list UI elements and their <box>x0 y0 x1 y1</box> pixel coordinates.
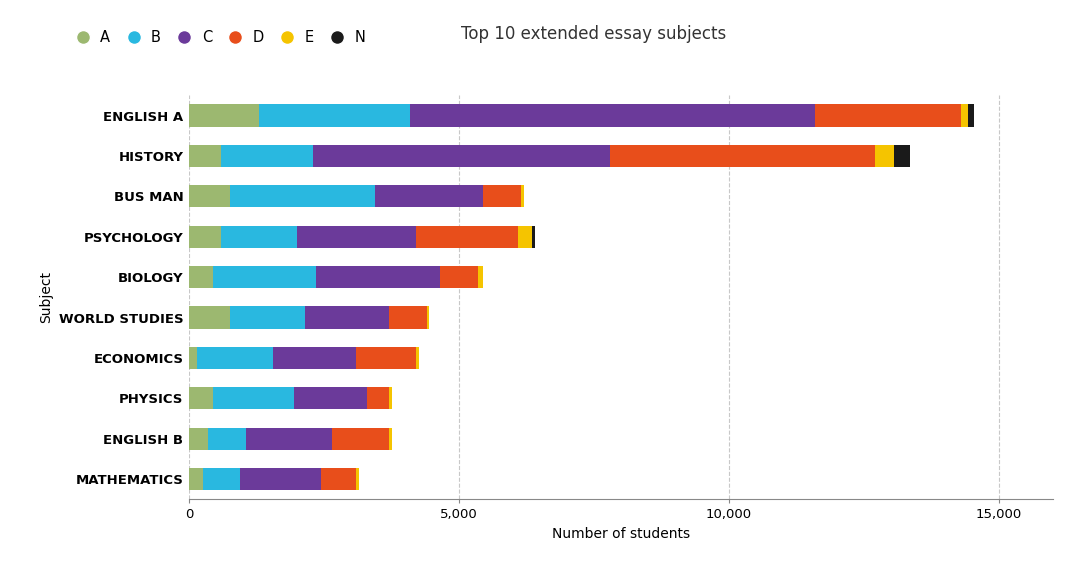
Bar <box>221 226 297 248</box>
Bar <box>815 104 961 127</box>
Bar <box>189 427 207 450</box>
Bar <box>518 226 531 248</box>
Bar <box>376 185 484 208</box>
Bar <box>322 468 356 490</box>
X-axis label: Number of students: Number of students <box>552 527 690 541</box>
Bar <box>203 468 241 490</box>
Bar <box>297 226 416 248</box>
Bar <box>221 145 313 167</box>
Y-axis label: Subject: Subject <box>39 272 53 323</box>
Bar <box>333 427 389 450</box>
Bar <box>441 266 478 288</box>
Bar <box>229 185 376 208</box>
Text: Top 10 extended essay subjects: Top 10 extended essay subjects <box>461 25 727 43</box>
Legend: A, B, C, D, E, N: A, B, C, D, E, N <box>63 24 372 50</box>
Bar <box>189 468 203 490</box>
Bar <box>968 104 974 127</box>
Bar <box>875 145 894 167</box>
Bar <box>189 387 214 410</box>
Bar <box>522 185 524 208</box>
Bar <box>306 306 389 329</box>
Bar <box>416 347 419 369</box>
Bar <box>367 387 389 410</box>
Bar <box>410 104 815 127</box>
Bar <box>894 145 910 167</box>
Bar <box>315 266 441 288</box>
Bar <box>313 145 610 167</box>
Bar <box>246 427 333 450</box>
Bar <box>427 306 430 329</box>
Bar <box>356 347 416 369</box>
Bar <box>189 306 229 329</box>
Bar <box>484 185 522 208</box>
Bar <box>197 347 272 369</box>
Bar <box>189 347 197 369</box>
Bar <box>961 104 968 127</box>
Bar <box>294 387 367 410</box>
Bar <box>214 387 294 410</box>
Bar <box>610 145 875 167</box>
Bar <box>531 226 535 248</box>
Bar <box>189 266 214 288</box>
Bar <box>189 226 221 248</box>
Bar <box>189 104 259 127</box>
Bar <box>416 226 518 248</box>
Bar <box>356 468 359 490</box>
Bar <box>259 104 410 127</box>
Bar <box>229 306 306 329</box>
Bar <box>241 468 322 490</box>
Bar <box>214 266 315 288</box>
Bar <box>389 387 391 410</box>
Bar <box>389 306 427 329</box>
Bar <box>189 145 221 167</box>
Bar <box>272 347 356 369</box>
Bar <box>389 427 391 450</box>
Bar <box>477 266 483 288</box>
Bar <box>207 427 246 450</box>
Bar <box>189 185 229 208</box>
